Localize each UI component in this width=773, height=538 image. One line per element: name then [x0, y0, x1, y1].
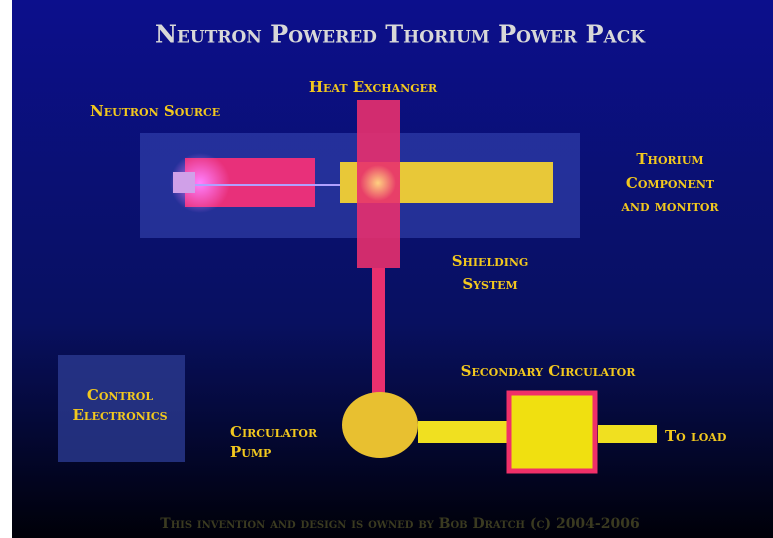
circulator-pump: [342, 392, 418, 458]
core-glow: [360, 165, 396, 201]
pipe: [598, 425, 657, 443]
pipe: [372, 268, 385, 413]
label: Pump: [230, 443, 271, 461]
label: Component: [626, 174, 715, 192]
label: Circulator: [230, 423, 318, 441]
label: System: [462, 275, 517, 293]
source-glow: [170, 153, 230, 213]
label: Shielding: [452, 252, 529, 270]
label: To load: [665, 427, 727, 445]
label: Thorium: [636, 150, 703, 168]
label: Control: [87, 386, 153, 404]
footer: This invention and design is owned by Bo…: [160, 516, 639, 532]
title: Neutron Powered Thorium Power Pack: [155, 20, 646, 49]
secondary-circulator: [506, 390, 598, 474]
label: Electronics: [72, 406, 167, 424]
label: Neutron Source: [90, 102, 220, 120]
label: Heat Exchanger: [309, 78, 438, 96]
label: and monitor: [620, 197, 719, 215]
source-core: [173, 172, 195, 193]
pipe: [418, 421, 510, 443]
control-box: [58, 355, 185, 462]
label: Secondary Circulator: [461, 362, 637, 380]
